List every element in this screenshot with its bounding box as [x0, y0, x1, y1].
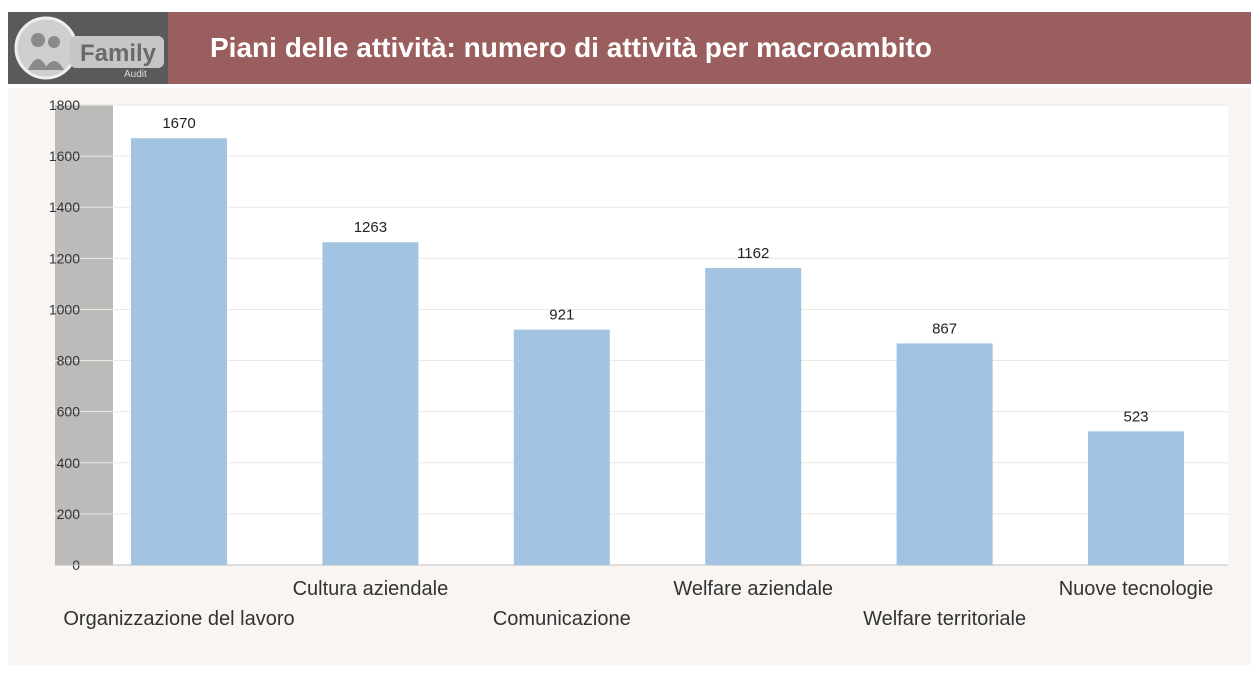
logo-text: Family — [80, 40, 157, 67]
axis-band — [55, 105, 113, 565]
data-label: 1162 — [737, 245, 769, 262]
y-tick-label: 1600 — [49, 148, 80, 164]
logo-subtext: Audit — [124, 69, 147, 80]
bar — [513, 329, 610, 565]
y-tick-label: 600 — [57, 404, 81, 420]
y-tick-label: 200 — [57, 506, 81, 522]
page-title: Piani delle attività: numero di attività… — [210, 32, 932, 63]
bar — [322, 242, 419, 565]
bar — [705, 268, 802, 565]
x-tick-label: Comunicazione — [493, 608, 631, 630]
bar — [131, 138, 227, 565]
x-tick-label: Cultura aziendale — [293, 578, 449, 600]
title-bar — [8, 12, 1251, 84]
y-tick-label: 1800 — [49, 97, 80, 113]
y-tick-label: 800 — [57, 353, 81, 369]
data-label: 523 — [1123, 408, 1148, 425]
bar — [1088, 431, 1184, 565]
data-label: 1263 — [354, 219, 387, 236]
data-label: 867 — [932, 320, 957, 337]
data-label: 921 — [549, 307, 574, 324]
bar-chart: 0200400600800100012001400160018001670Org… — [49, 97, 1228, 630]
y-tick-label: 1200 — [49, 250, 80, 266]
family-audit-logo: Family Audit — [8, 12, 168, 84]
bar — [896, 343, 993, 565]
plot-area — [105, 105, 1228, 565]
y-tick-label: 1000 — [49, 301, 80, 317]
y-tick-label: 1400 — [49, 199, 80, 215]
y-tick-label: 400 — [57, 455, 81, 471]
data-label: 1670 — [162, 115, 195, 132]
chart-panel: 0 200 400 600 800 1000 1200 1400 1600 1800 1670 Org… — [8, 88, 1251, 665]
x-tick-label: Organizzazione del lavoro — [63, 608, 294, 630]
x-tick-label: Nuove tecnologie — [1059, 578, 1214, 600]
x-tick-label: Welfare territoriale — [863, 608, 1026, 630]
x-tick-label: Welfare aziendale — [673, 578, 833, 600]
